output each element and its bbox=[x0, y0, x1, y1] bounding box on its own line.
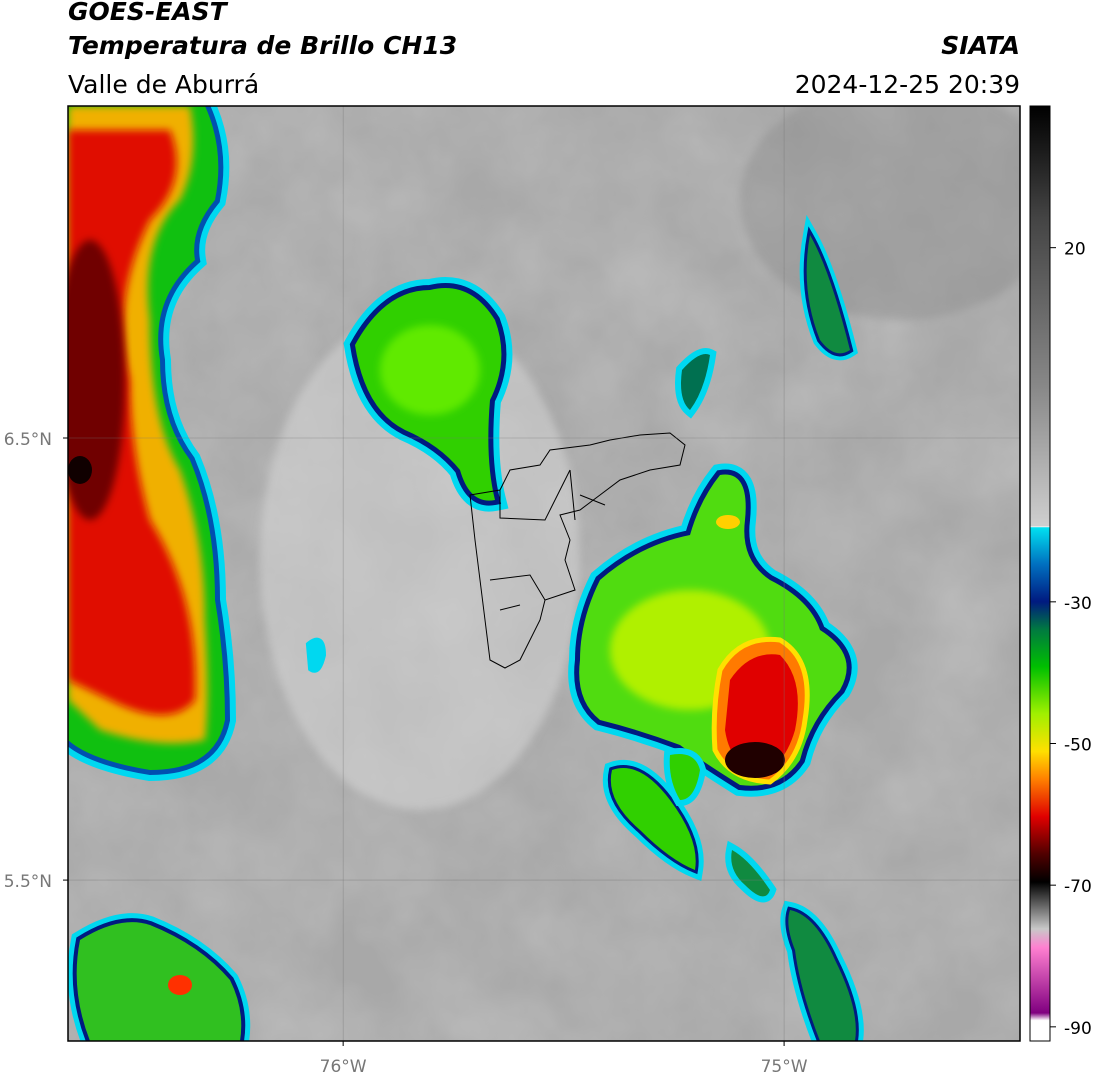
subtitle: Temperatura de Brillo CH13 bbox=[68, 31, 457, 60]
x-tick-label: 75°W bbox=[761, 1057, 808, 1077]
colorbar-tick-label: -30 bbox=[1064, 594, 1092, 614]
grid bbox=[68, 106, 1020, 1041]
x-tick-label: 76°W bbox=[320, 1057, 367, 1077]
map-image bbox=[68, 106, 1020, 1041]
timestamp: 2024-12-25 20:39 bbox=[795, 70, 1020, 99]
map-frame bbox=[67, 105, 1021, 1042]
colorbar-tick-label: -70 bbox=[1064, 877, 1092, 897]
y-tick-label: 5.5°N bbox=[4, 872, 52, 892]
y-tick-label: 6.5°N bbox=[4, 430, 52, 450]
colorbar-tick-label: -90 bbox=[1064, 1019, 1092, 1039]
title: GOES-EAST bbox=[68, 0, 229, 26]
colorbar-tick-label: -50 bbox=[1064, 736, 1092, 756]
region: Valle de Aburrá bbox=[68, 70, 259, 99]
source: SIATA bbox=[941, 31, 1020, 60]
colorbar-tick-label: 20 bbox=[1064, 240, 1086, 260]
colorbar bbox=[1029, 105, 1051, 1042]
